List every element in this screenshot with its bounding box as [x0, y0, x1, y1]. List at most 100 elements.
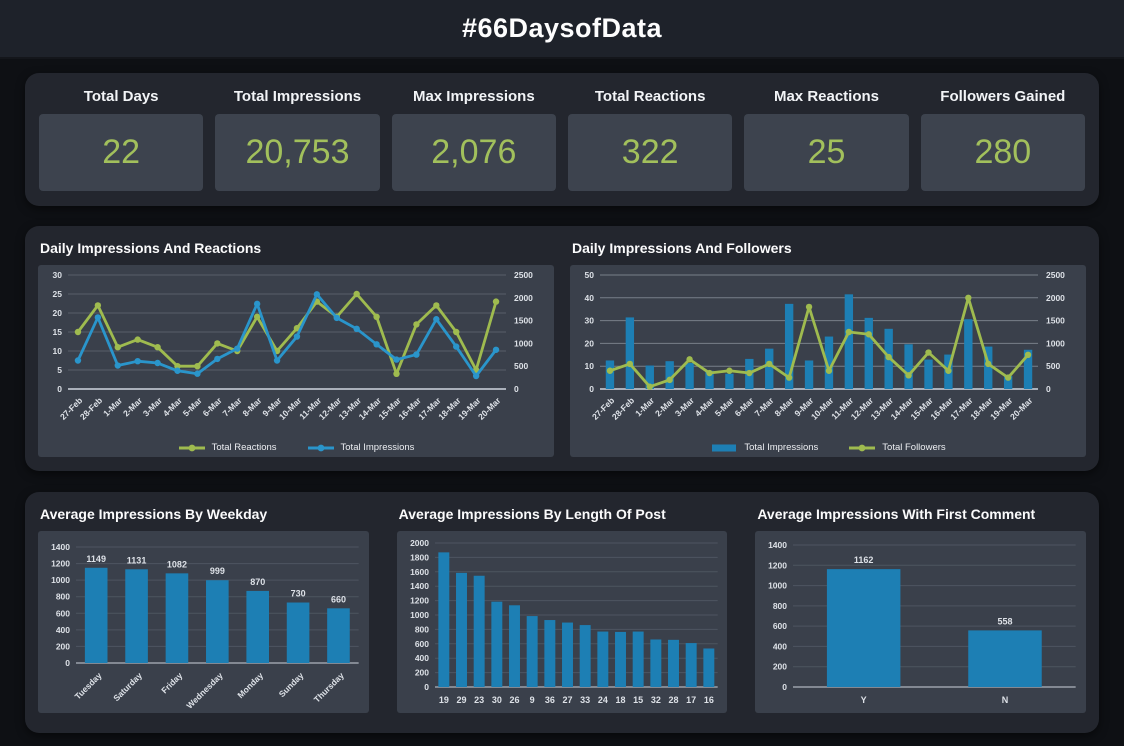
- svg-text:Saturday: Saturday: [111, 670, 144, 703]
- average-impressions-by-length-of-post-chart: 0 200 400 600 800 1000 1200 1400 1600 1800 2000 19 2…: [410, 538, 718, 705]
- svg-text:4-Mar: 4-Mar: [161, 395, 185, 419]
- kpi-panel: Total Days 22 Total Impressions 20,753 M…: [25, 73, 1099, 206]
- svg-text:558: 558: [998, 616, 1013, 626]
- svg-text:27: 27: [562, 695, 572, 705]
- svg-text:4-Mar: 4-Mar: [693, 395, 717, 419]
- svg-text:600: 600: [773, 621, 787, 631]
- kpi-label: Total Reactions: [594, 88, 706, 105]
- chart-title: Daily Impressions And Reactions: [40, 240, 262, 256]
- svg-text:20: 20: [585, 338, 595, 348]
- legend-item-total-followers: Total Followers: [848, 442, 946, 453]
- svg-text:1-Mar: 1-Mar: [101, 395, 125, 419]
- legend-label: Total Reactions: [211, 442, 277, 453]
- svg-text:26: 26: [509, 695, 519, 705]
- svg-text:400: 400: [414, 653, 428, 663]
- svg-text:1000: 1000: [51, 575, 70, 585]
- svg-text:8-Mar: 8-Mar: [772, 395, 796, 419]
- svg-text:200: 200: [773, 662, 787, 672]
- kpi-value: 2,076: [431, 133, 517, 171]
- chart-group-length-of-post: Average Impressions By Length Of Post 0 2…: [396, 504, 728, 733]
- svg-text:50: 50: [585, 270, 595, 280]
- svg-text:2000: 2000: [514, 293, 533, 303]
- chart-title: Average Impressions By Weekday: [40, 506, 268, 522]
- svg-text:16: 16: [703, 695, 713, 705]
- chart-card: 0 200 400 600 800 1000 1200 1400 1162 558 Y N: [755, 531, 1086, 713]
- svg-text:999: 999: [210, 566, 225, 576]
- svg-text:400: 400: [56, 625, 70, 635]
- svg-text:1800: 1800: [410, 552, 429, 562]
- svg-text:3-Mar: 3-Mar: [673, 395, 697, 419]
- kpi-value: 25: [807, 133, 846, 171]
- kpi-label: Total Impressions: [233, 88, 362, 105]
- legend-label: Total Impressions: [744, 442, 819, 453]
- svg-text:25: 25: [53, 289, 63, 299]
- kpi-label: Max Impressions: [412, 88, 535, 105]
- kpi-value-box: 2,076: [391, 114, 556, 191]
- svg-text:Friday: Friday: [159, 670, 184, 695]
- legend-label: Total Followers: [882, 442, 946, 453]
- svg-text:Monday: Monday: [235, 670, 265, 700]
- svg-text:600: 600: [414, 639, 428, 649]
- svg-text:32: 32: [650, 695, 660, 705]
- daily-charts-panel: Daily Impressions And Reactions 0 5 10 15 20…: [25, 226, 1099, 471]
- svg-text:15: 15: [633, 695, 643, 705]
- chart-legend: Total Reactions Total Impressions: [38, 442, 554, 453]
- svg-text:Y: Y: [861, 695, 867, 705]
- kpi-value-box: 22: [39, 114, 204, 191]
- average-charts-panel: Average Impressions By Weekday 0 200 400 60…: [25, 492, 1099, 733]
- app-header: #66DaysofData: [0, 0, 1124, 59]
- svg-text:7-Mar: 7-Mar: [221, 395, 245, 419]
- chart-group-weekday: Average Impressions By Weekday 0 200 400 60…: [38, 504, 369, 733]
- legend-label: Total Impressions: [340, 442, 415, 453]
- svg-text:29: 29: [456, 695, 466, 705]
- svg-text:30: 30: [491, 695, 501, 705]
- svg-text:17: 17: [686, 695, 696, 705]
- kpi-card-total-impressions: Total Impressions 20,753: [215, 88, 380, 191]
- svg-text:5-Mar: 5-Mar: [713, 395, 737, 419]
- chart-card: 0 10 20 30 40 50 0 500 1000 1500 2000 2500 27-Feb 28-…: [570, 265, 1086, 457]
- blue-line-swatch-icon: [307, 444, 334, 451]
- svg-text:1500: 1500: [1046, 316, 1065, 326]
- dashboard-title: #66DaysofData: [461, 13, 663, 43]
- green-line-swatch-icon: [178, 444, 205, 451]
- svg-text:20: 20: [53, 308, 63, 318]
- svg-text:1200: 1200: [410, 596, 429, 606]
- svg-text:18: 18: [615, 695, 625, 705]
- svg-text:33: 33: [580, 695, 590, 705]
- svg-text:8-Mar: 8-Mar: [240, 395, 264, 419]
- svg-text:1600: 1600: [410, 567, 429, 577]
- svg-text:N: N: [1002, 695, 1009, 705]
- svg-text:0: 0: [65, 658, 70, 668]
- svg-text:23: 23: [474, 695, 484, 705]
- average-impressions-by-weekday-chart: 0 200 400 600 800 1000 1200 1400 1149 1131 1082 999…: [51, 542, 359, 711]
- svg-text:28-Feb: 28-Feb: [610, 395, 636, 421]
- svg-text:1200: 1200: [51, 559, 70, 569]
- chart-card: 0 5 10 15 20 25 30 0 500 1000 1500 2000 2500 27-Feb 28…: [38, 265, 554, 457]
- svg-text:Wednesday: Wednesday: [184, 670, 225, 711]
- svg-text:500: 500: [514, 361, 528, 371]
- kpi-value-box: 280: [920, 114, 1085, 191]
- kpi-value: 20,753: [245, 133, 350, 171]
- svg-text:0: 0: [1046, 384, 1051, 394]
- kpi-label: Total Days: [83, 88, 159, 105]
- kpi-card-max-reactions: Max Reactions 25: [744, 88, 909, 191]
- svg-text:1131: 1131: [127, 555, 147, 565]
- svg-text:200: 200: [414, 668, 428, 678]
- svg-text:20-Mar: 20-Mar: [476, 395, 503, 422]
- svg-text:500: 500: [1046, 361, 1060, 371]
- kpi-value-box: 322: [567, 114, 733, 191]
- svg-text:36: 36: [544, 695, 554, 705]
- kpi-label: Max Reactions: [773, 88, 880, 105]
- svg-text:2500: 2500: [514, 270, 533, 280]
- kpi-value: 280: [974, 133, 1032, 171]
- svg-text:1000: 1000: [410, 610, 429, 620]
- svg-text:30: 30: [53, 270, 63, 280]
- legend-item-total-impressions: Total Impressions: [710, 442, 818, 453]
- svg-text:0: 0: [424, 682, 429, 692]
- svg-text:1-Mar: 1-Mar: [633, 395, 657, 419]
- svg-text:400: 400: [773, 641, 787, 651]
- svg-text:6-Mar: 6-Mar: [201, 395, 225, 419]
- kpi-value-box: 20,753: [215, 114, 380, 191]
- chart-card: 0 200 400 600 800 1000 1200 1400 1149 1131 1082 999…: [38, 531, 369, 713]
- svg-text:2000: 2000: [410, 538, 429, 548]
